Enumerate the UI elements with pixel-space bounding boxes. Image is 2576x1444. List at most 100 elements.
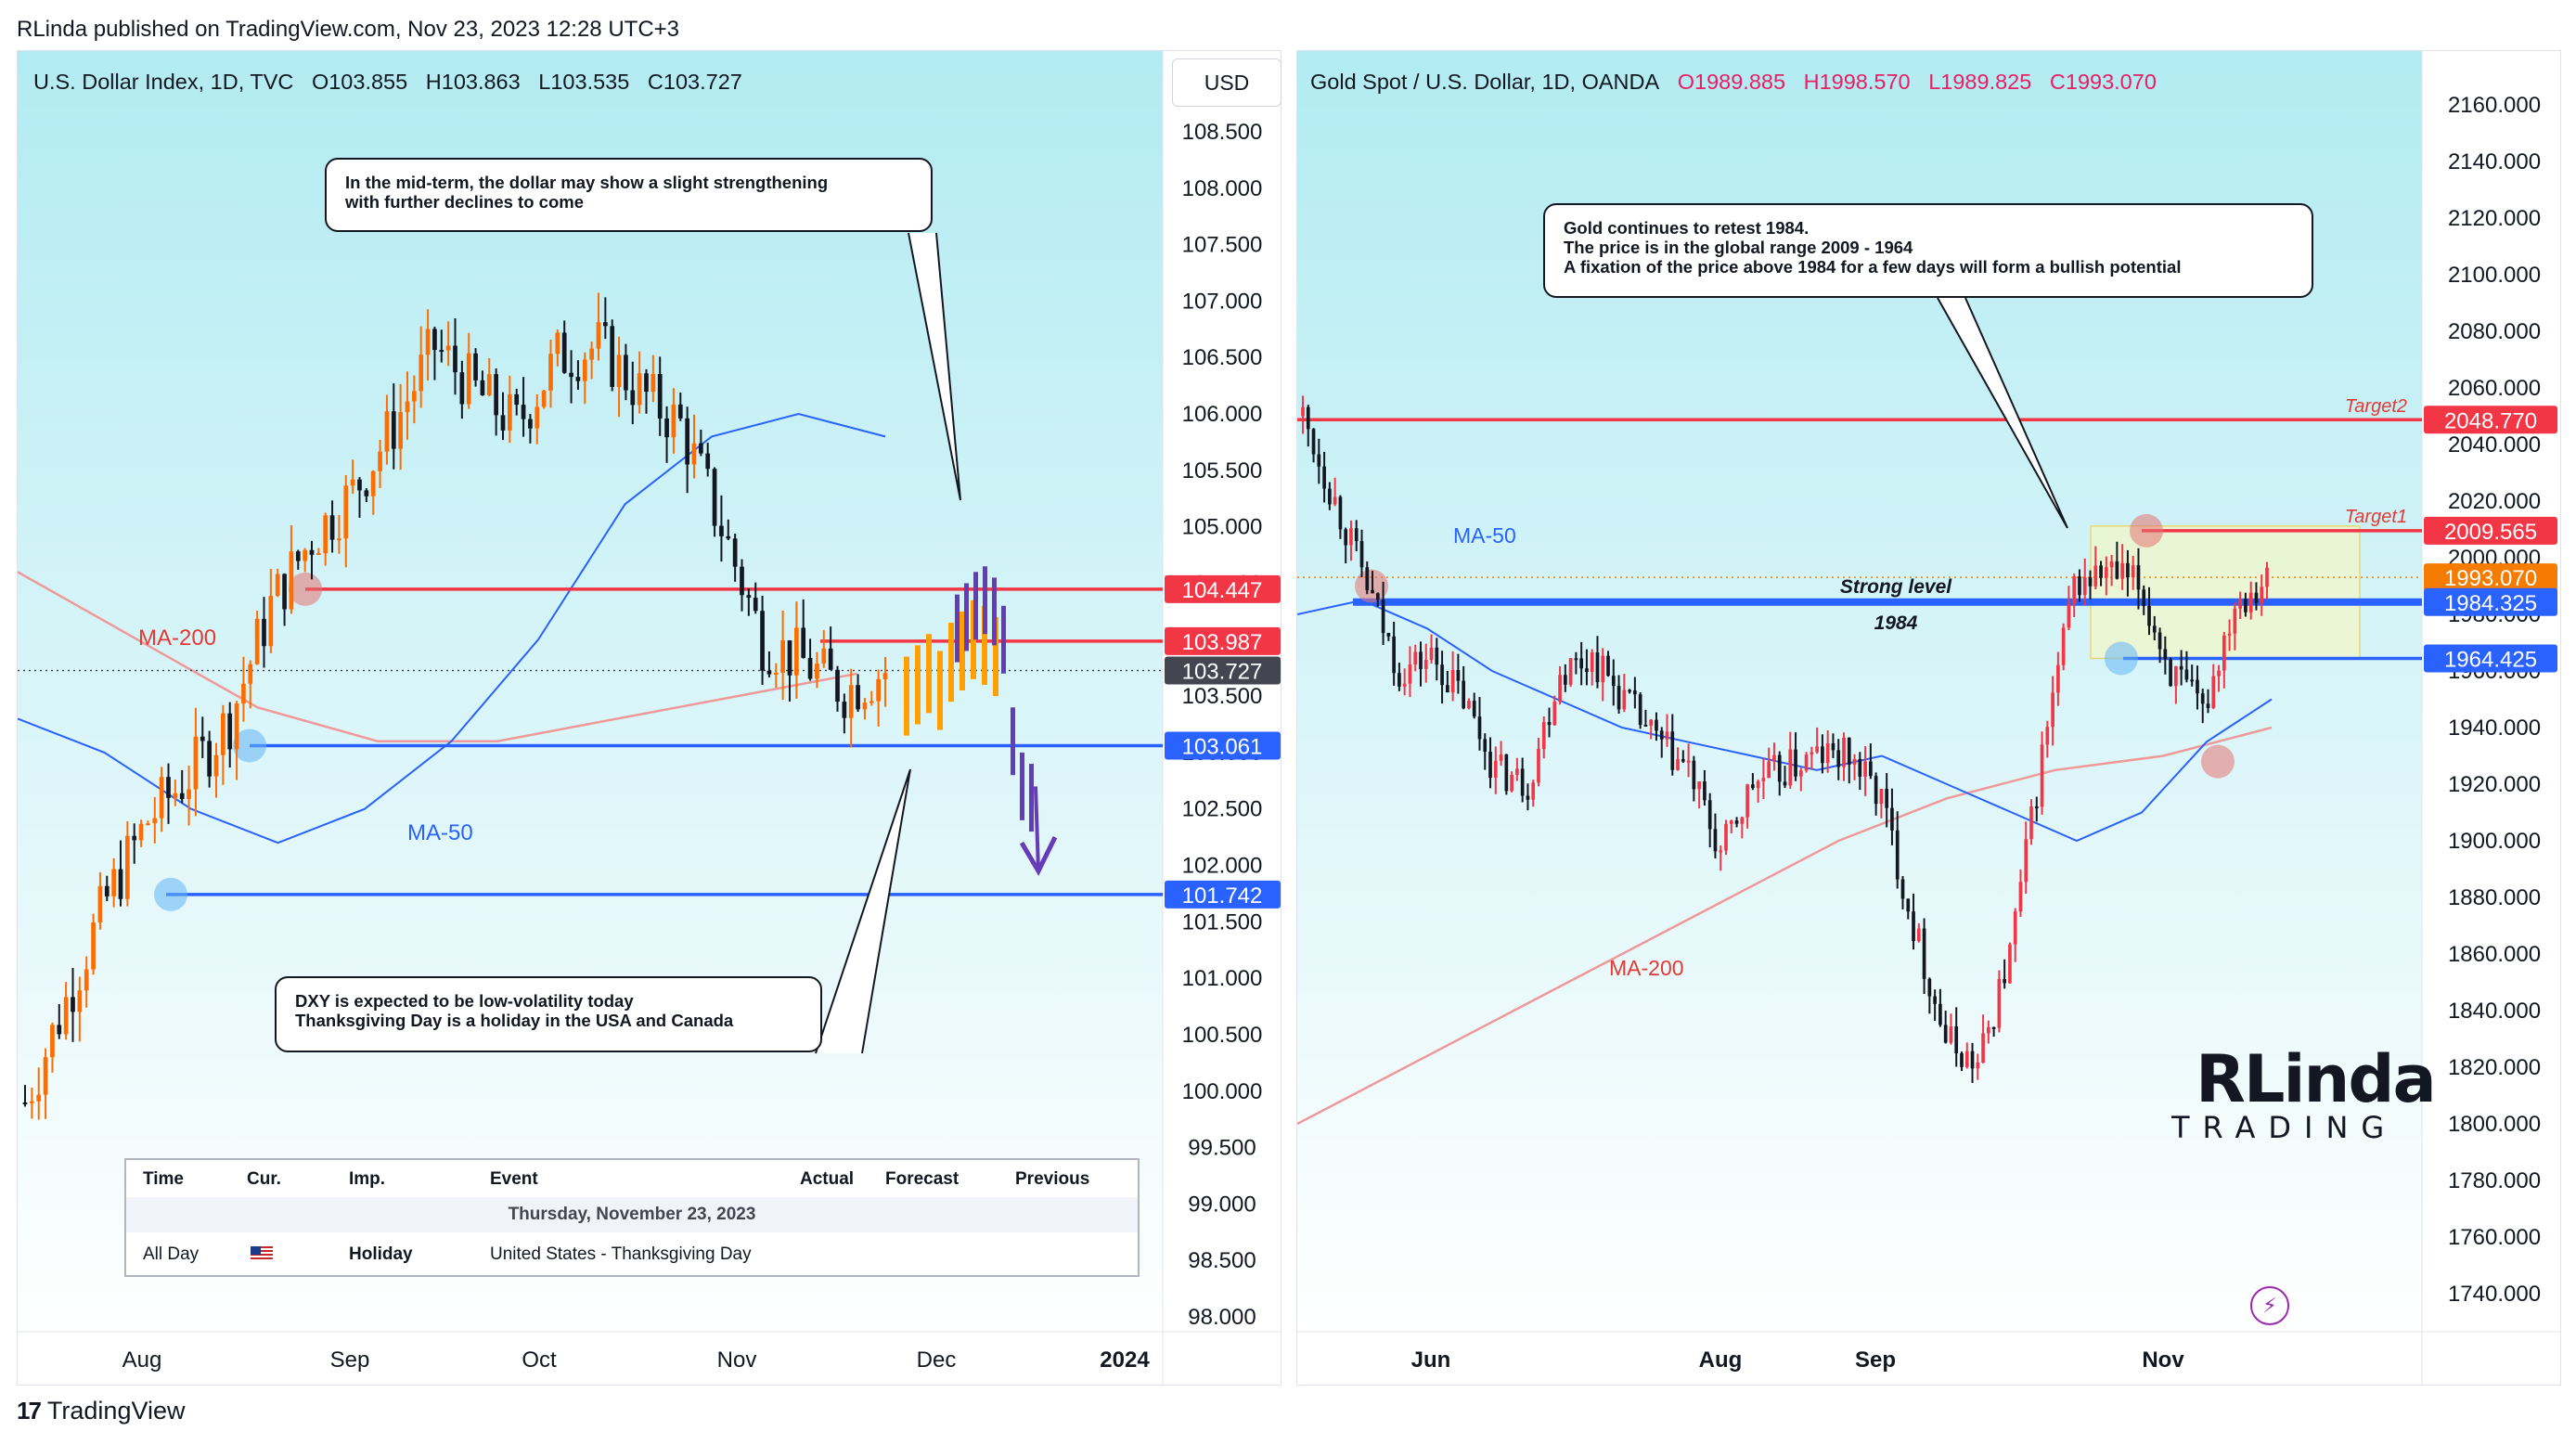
gold-candle — [1707, 800, 1712, 830]
dxy-candle — [535, 406, 540, 429]
calendar-row[interactable]: All Day Holiday United States - Thanksgi… — [126, 1232, 1138, 1273]
gold-candle — [1563, 675, 1567, 685]
tradingview-footer[interactable]: 17 TradingView — [17, 1397, 186, 1425]
dxy-y-tick: 105.500 — [1182, 458, 1263, 483]
dxy-forecast-orange-bar — [915, 645, 921, 725]
dxy-candle — [173, 793, 178, 798]
calendar-date: Thursday, November 23, 2023 — [126, 1197, 1138, 1232]
gold-candle — [1579, 658, 1584, 669]
gold-callout-line3: A fixation of the price above 1984 for a… — [1564, 257, 2182, 277]
dxy-symbol: U.S. Dollar Index, 1D, TVC — [33, 70, 294, 94]
gold-candle — [1874, 776, 1878, 805]
dxy-candle — [91, 922, 96, 970]
lightning-icon[interactable]: ⚡ — [2250, 1286, 2289, 1325]
dxy-candle — [541, 390, 547, 407]
gold-candle — [1472, 701, 1476, 717]
dxy-candle — [57, 1025, 62, 1035]
gold-y-tick: 2140.000 — [2448, 149, 2541, 174]
dxy-price-tag — [1165, 731, 1281, 760]
dxy-forecast-orange-bar — [960, 611, 965, 691]
gold-candle — [1863, 761, 1867, 777]
dxy-candle — [548, 354, 553, 391]
dxy-forecast-orange-bar — [982, 605, 987, 685]
gold-candle — [2206, 703, 2210, 708]
gold-candle — [2254, 592, 2259, 603]
gold-1984-label: 1984 — [1874, 612, 1918, 634]
dxy-y-tick: 101.500 — [1182, 909, 1263, 935]
gold-candle — [2078, 576, 2081, 596]
gold-candle — [1906, 898, 1911, 912]
dxy-ma200-line — [18, 571, 858, 742]
dxy-y-tick: 101.000 — [1182, 966, 1263, 991]
gold-y-tick: 1820.000 — [2448, 1055, 2541, 1080]
dxy-ma200-label: MA-200 — [138, 625, 216, 651]
gold-y-tick: 2100.000 — [2448, 263, 2541, 288]
gold-candle — [1713, 829, 1718, 852]
gold-price-tag — [2424, 516, 2557, 545]
gold-target2-label: Target2 — [2345, 396, 2407, 417]
dxy-candle — [740, 566, 744, 596]
dxy-forecast-orange-bar — [948, 623, 954, 703]
dxy-candle — [555, 332, 560, 355]
dxy-candle — [766, 670, 772, 675]
gold-candle — [2051, 692, 2054, 728]
dxy-y-tick: 102.000 — [1182, 854, 1263, 879]
gold-candle — [2227, 633, 2232, 636]
dxy-candle — [146, 823, 150, 826]
dxy-candle — [364, 490, 369, 496]
dxy-high: H103.863 — [425, 70, 521, 94]
dxy-x-tick: Oct — [522, 1347, 557, 1373]
dxy-callout-top-line1: In the mid-term, the dollar may show a s… — [345, 173, 829, 192]
gold-y-tick: 1920.000 — [2448, 772, 2541, 797]
gold-candle — [1681, 759, 1685, 762]
gold-candle — [2104, 567, 2108, 578]
gold-candle — [1585, 668, 1589, 673]
dxy-candle — [445, 345, 451, 351]
dxy-candle — [419, 355, 424, 392]
dxy-x-tick: Dec — [917, 1347, 957, 1373]
gold-callout-line1: Gold continues to retest 1984. — [1564, 218, 1810, 238]
gold-candle — [1729, 820, 1733, 824]
gold-candle — [1986, 1026, 1990, 1034]
col-time: Time — [143, 1169, 185, 1189]
dxy-candle — [295, 551, 301, 561]
gold-candle — [1408, 664, 1412, 684]
dxy-candle — [329, 515, 335, 540]
gold-candle — [1895, 830, 1900, 880]
gold-candle — [2013, 911, 2017, 945]
gold-candle — [1649, 719, 1654, 726]
dxy-callout-top-pointer — [908, 232, 961, 501]
dxy-forecast-orange-bar — [993, 616, 998, 697]
gold-candle — [2238, 599, 2242, 609]
dxy-candle — [425, 329, 431, 355]
rlinda-logo-small: TRADING — [2171, 1110, 2398, 1145]
gold-candle — [1767, 761, 1771, 779]
economic-calendar[interactable]: Time Cur. Imp. Event Actual Forecast Pre… — [124, 1158, 1140, 1277]
dxy-candle — [630, 390, 636, 406]
currency-selector[interactable]: USD — [1172, 58, 1282, 107]
gold-candle — [1734, 820, 1739, 824]
dxy-y-tick: 98.500 — [1188, 1248, 1256, 1273]
dxy-candle — [699, 443, 703, 454]
dxy-candle — [227, 713, 233, 750]
gold-candle — [2029, 806, 2033, 840]
gold-candle — [1900, 879, 1905, 899]
dxy-forecast-orange-bar — [926, 634, 932, 714]
gold-candle — [2088, 577, 2093, 587]
gold-candle — [1772, 754, 1776, 762]
dxy-candle — [610, 326, 615, 387]
dxy-open: O103.855 — [311, 70, 408, 94]
dxy-touch-marker — [233, 728, 266, 763]
dxy-chart-svg[interactable]: 108.500 108.000 107.500 107.000 106.500 106.0… — [18, 51, 1281, 1385]
dxy-forecast-purple-bar — [983, 566, 987, 635]
col-event: Event — [490, 1169, 538, 1189]
gold-candle — [2200, 693, 2205, 704]
gold-candle — [1659, 730, 1664, 740]
dxy-candle — [596, 322, 601, 349]
gold-close: C1993.070 — [2049, 70, 2157, 94]
gold-candle — [2233, 608, 2237, 634]
gold-candle — [1655, 719, 1658, 731]
gold-candle — [1633, 690, 1637, 695]
gold-candle — [1788, 749, 1793, 786]
dxy-candle — [370, 471, 376, 496]
